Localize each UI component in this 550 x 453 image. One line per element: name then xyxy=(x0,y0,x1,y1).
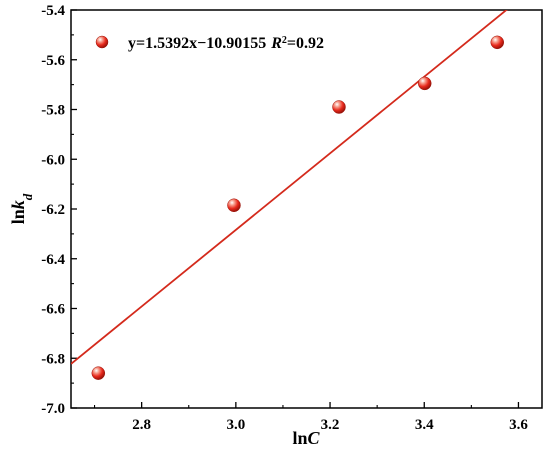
y-tick-label: -5.8 xyxy=(41,103,65,119)
r-squared-exponent: 2 xyxy=(282,35,287,46)
y-tick-label: -6.0 xyxy=(41,152,65,168)
r-squared-symbol: R xyxy=(270,35,282,52)
y-axis-title-subscript: d xyxy=(20,193,35,200)
data-point xyxy=(91,366,106,380)
plot-area-frame xyxy=(70,9,543,409)
data-point xyxy=(490,35,505,50)
x-axis-title-symbol: C xyxy=(308,428,321,448)
legend-equation: y=1.5392x−10.90155 R2=0.92 xyxy=(128,35,324,53)
fit-line-layer xyxy=(71,10,508,365)
y-axis-title-symbol: k xyxy=(8,200,28,209)
x-tick-label: 3.6 xyxy=(509,417,528,433)
legend-marker xyxy=(95,35,109,49)
y-tick-label: -6.6 xyxy=(41,302,65,318)
data-point xyxy=(417,76,432,91)
x-tick-label: 3.2 xyxy=(321,417,340,433)
y-axis-title-prefix: ln xyxy=(8,209,28,224)
y-tick-label: -6.2 xyxy=(41,202,65,218)
y-tick-label: -6.4 xyxy=(41,252,65,268)
x-tick-label: 3.4 xyxy=(415,417,434,433)
y-tick-label: -6.8 xyxy=(41,351,65,367)
x-axis-title-prefix: ln xyxy=(292,428,307,448)
data-point xyxy=(227,198,241,213)
r-squared-value: =0.92 xyxy=(287,35,324,52)
y-tick-label: -7.0 xyxy=(41,401,65,417)
y-tick-label: -5.6 xyxy=(41,53,65,69)
y-axis-ticks: -7.0 -6.8 -6.6 -6.4 -6.2 -6.0 -5.8 -5.6 -5.4 xyxy=(41,3,77,417)
legend: y=1.5392x−10.90155 R2=0.92 xyxy=(95,35,324,53)
x-axis-ticks: 2.8 3.0 3.2 3.4 3.6 xyxy=(94,402,528,433)
data-points xyxy=(91,35,505,380)
y-axis-title: lnkd xyxy=(8,193,35,224)
fit-line xyxy=(71,10,508,365)
data-point xyxy=(332,100,346,114)
y-tick-label: -5.4 xyxy=(41,3,65,19)
x-tick-label: 2.8 xyxy=(132,417,151,433)
x-axis-title: lnC xyxy=(292,428,320,448)
x-tick-label: 3.0 xyxy=(226,417,245,433)
fit-equation: y=1.5392x−10.90155 xyxy=(128,35,266,52)
